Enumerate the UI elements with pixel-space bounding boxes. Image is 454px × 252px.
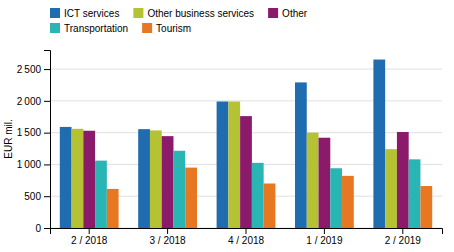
legend-label: ICT services [64, 8, 119, 19]
legend: ICT services Other business services Other… [50, 8, 308, 34]
legend-item: Transportation [50, 23, 128, 34]
bar [60, 127, 72, 228]
bar-series [107, 168, 432, 228]
tick: 4 / 2018 [228, 228, 265, 246]
bar [373, 60, 385, 228]
bar [173, 151, 185, 228]
tick-label: 3 / 2018 [150, 235, 187, 246]
bar [420, 186, 432, 228]
tick: 1 500 [17, 127, 50, 138]
legend-swatch [50, 23, 60, 33]
bar [185, 168, 197, 228]
plot: 0 500 1 000 1 500 2 000 2 500 2 / 2018 3 / 2018… [17, 51, 443, 247]
tick-label: 2 500 [17, 64, 42, 75]
tick: 500 [24, 191, 50, 202]
tick: 2 000 [17, 96, 50, 107]
tick-label: 4 / 2018 [228, 235, 265, 246]
tick-mark [44, 196, 50, 197]
legend-swatch [268, 8, 278, 18]
bar [330, 168, 342, 228]
tick: 3 / 2018 [150, 228, 187, 246]
legend-swatch [133, 8, 143, 18]
bar [385, 149, 397, 228]
bar [409, 159, 421, 228]
tick-mark [44, 164, 50, 165]
tick-label: 1 000 [17, 159, 42, 170]
tick-label: 2 / 2019 [385, 235, 422, 246]
tick-label: 2 000 [17, 96, 42, 107]
tick: 2 / 2019 [385, 228, 422, 246]
legend-item: ICT services [50, 8, 119, 19]
bar [295, 82, 307, 228]
tick-mark [167, 228, 168, 234]
bar [107, 189, 119, 228]
axis-line [44, 51, 51, 229]
legend-item: Other business services [133, 8, 254, 19]
legend-swatch [50, 8, 60, 18]
bar [264, 184, 276, 229]
tick-label: 0 [35, 223, 41, 234]
legend-item: Other [268, 8, 308, 19]
bar [95, 161, 107, 228]
bar-series [60, 60, 385, 228]
bar [240, 116, 252, 228]
bars [60, 60, 432, 228]
bar [72, 129, 84, 228]
tick-label: 500 [24, 191, 41, 202]
tick-mark [89, 228, 90, 234]
tick: 1 000 [17, 159, 50, 170]
tick-mark [402, 228, 403, 234]
bar [342, 176, 354, 228]
legend-label: Transportation [64, 23, 128, 34]
tick-mark [246, 228, 247, 234]
tick-mark [44, 228, 50, 229]
legend-swatch [142, 23, 152, 33]
legend-label: Other [282, 8, 308, 19]
bar [307, 133, 319, 228]
y-axis-title: EUR mil. [3, 119, 14, 158]
y-axis: 0 500 1 000 1 500 2 000 2 500 [17, 51, 51, 234]
tick-mark [324, 228, 325, 234]
tick: 1 / 2019 [306, 228, 343, 246]
legend-item: Tourism [142, 23, 191, 34]
tick: 2 / 2018 [71, 228, 108, 246]
bar [252, 163, 264, 228]
bar [83, 131, 95, 228]
tick-label: 1 500 [17, 127, 42, 138]
bar [397, 132, 409, 228]
legend-label: Other business services [147, 8, 254, 19]
tick: 0 [35, 223, 50, 234]
bar [228, 101, 240, 228]
axis-line [51, 229, 443, 235]
chart: 0 500 1 000 1 500 2 000 2 500 2 / 2018 3 / 2018… [0, 0, 454, 252]
tick: 2 500 [17, 64, 50, 75]
tick-label: 2 / 2018 [71, 235, 108, 246]
bar [138, 129, 150, 228]
bar-series [95, 151, 420, 228]
bar-series [83, 116, 408, 228]
tick-label: 1 / 2019 [306, 235, 343, 246]
bar [319, 138, 331, 228]
bar-series [72, 101, 397, 228]
tick-mark [44, 133, 50, 134]
x-axis: 2 / 2018 3 / 2018 4 / 2018 1 / 2019 2 / 2019 [51, 228, 443, 246]
bar [217, 101, 229, 228]
legend-label: Tourism [156, 23, 191, 34]
tick-mark [44, 69, 50, 70]
bar [162, 136, 174, 228]
tick-mark [44, 101, 50, 102]
bar [150, 130, 162, 228]
